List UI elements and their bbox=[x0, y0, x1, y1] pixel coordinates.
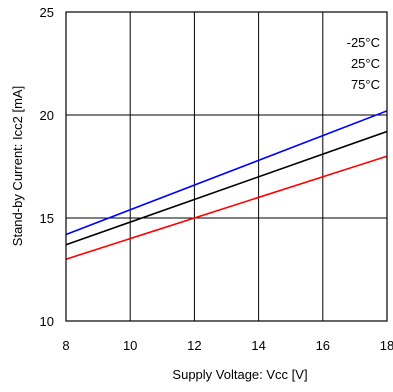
x-tick-label-2: 12 bbox=[187, 338, 201, 353]
y-axis-title: Stand-by Current: Icc2 [mA] bbox=[10, 86, 25, 246]
series-line-0 bbox=[65, 110, 388, 236]
series-line-1 bbox=[65, 130, 388, 246]
legend-entry-0: -25°C bbox=[347, 35, 380, 50]
x-tick-label-0: 8 bbox=[62, 338, 69, 353]
legend-entry-1: 25°C bbox=[351, 56, 380, 71]
y-tick-label-0: 10 bbox=[40, 314, 54, 329]
x-tick-labels: 8 10 12 14 16 18 bbox=[62, 338, 393, 353]
plot-border bbox=[65, 11, 388, 322]
x-tick-label-3: 14 bbox=[251, 338, 265, 353]
y-tick-labels: 10 15 20 25 bbox=[40, 5, 54, 329]
x-tick-label-1: 10 bbox=[123, 338, 137, 353]
grid bbox=[66, 12, 387, 321]
legend: -25°C 25°C 75°C bbox=[347, 35, 380, 92]
y-tick-label-1: 15 bbox=[40, 211, 54, 226]
plot-area bbox=[66, 12, 387, 321]
x-axis-title: Supply Voltage: Vcc [V] bbox=[172, 367, 307, 382]
x-tick-label-4: 16 bbox=[316, 338, 330, 353]
series-group bbox=[65, 110, 388, 260]
legend-entry-2: 75°C bbox=[351, 77, 380, 92]
x-tick-label-5: 18 bbox=[380, 338, 393, 353]
y-tick-label-2: 20 bbox=[40, 108, 54, 123]
y-tick-label-3: 25 bbox=[40, 5, 54, 20]
series-line-2 bbox=[65, 155, 388, 260]
